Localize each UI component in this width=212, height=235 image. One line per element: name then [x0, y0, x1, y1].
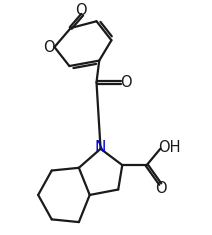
- Text: O: O: [43, 39, 54, 55]
- Text: N: N: [95, 140, 106, 155]
- Text: O: O: [121, 75, 132, 90]
- Text: OH: OH: [158, 140, 180, 155]
- Text: O: O: [156, 181, 167, 196]
- Text: O: O: [75, 3, 87, 18]
